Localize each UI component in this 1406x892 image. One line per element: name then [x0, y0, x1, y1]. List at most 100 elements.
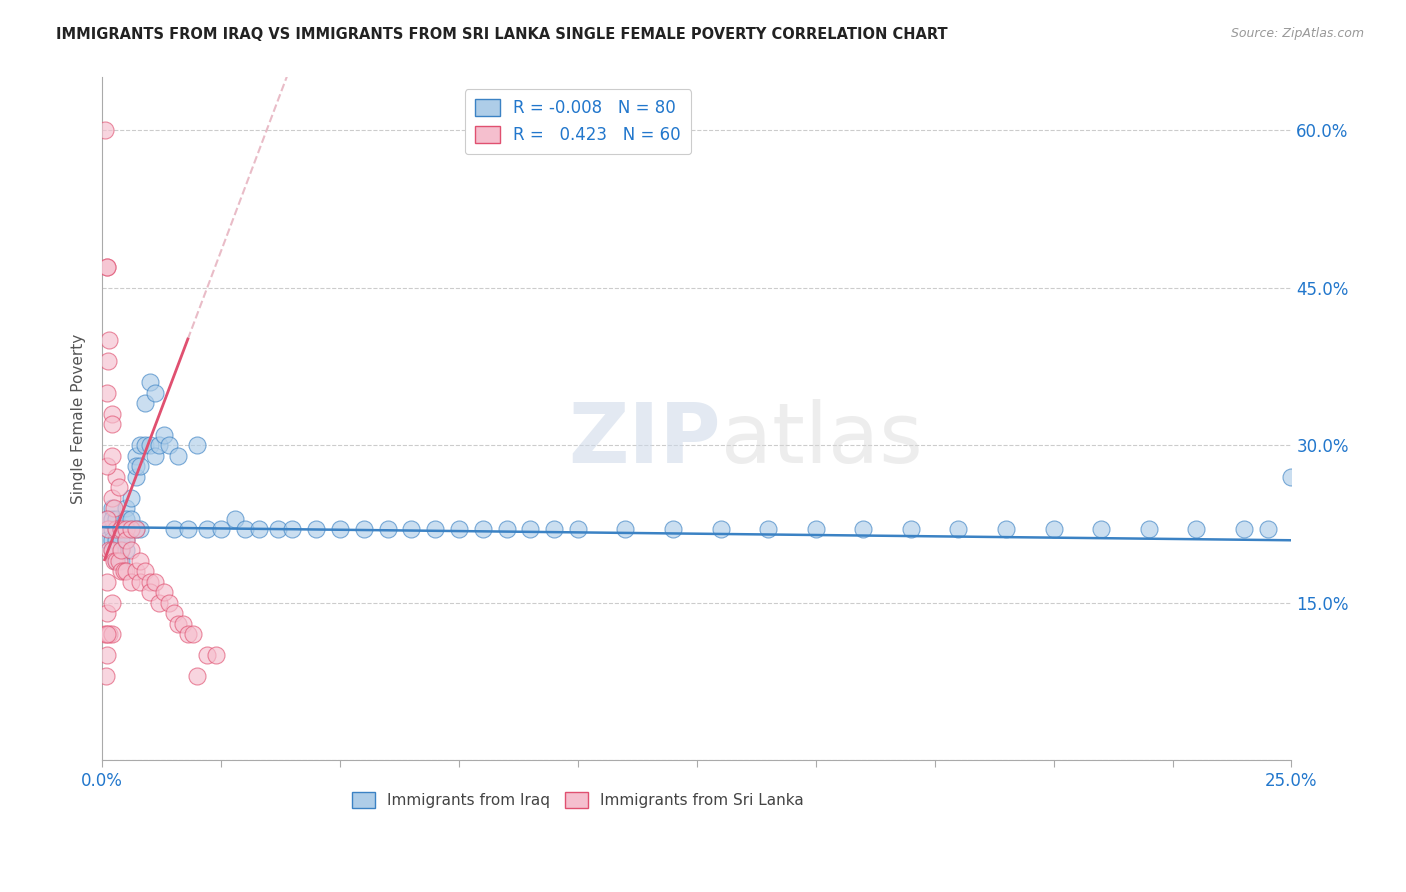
Point [110, 543, 132, 558]
Point [186, 669, 208, 683]
Point [401, 522, 423, 536]
Point [115, 533, 138, 547]
Point [94, 669, 117, 683]
Point [139, 574, 162, 589]
Point [543, 522, 565, 536]
Point [471, 522, 494, 536]
Point [181, 627, 204, 641]
Point [177, 627, 200, 641]
Point [97, 522, 120, 536]
Point [120, 491, 142, 505]
Point [1042, 522, 1064, 536]
Point [100, 501, 122, 516]
Text: atlas: atlas [721, 399, 922, 480]
Point [1281, 469, 1303, 483]
Point [115, 543, 138, 558]
Point [110, 564, 132, 578]
Point [710, 522, 733, 536]
Point [110, 543, 132, 558]
Point [96, 512, 118, 526]
Point [96, 385, 118, 400]
Point [97, 354, 120, 368]
Point [124, 522, 146, 536]
Point [96, 512, 118, 526]
Point [153, 427, 176, 442]
Point [120, 522, 142, 536]
Point [224, 512, 246, 526]
Point [519, 522, 541, 536]
Point [143, 385, 166, 400]
Point [96, 648, 118, 663]
Point [96, 533, 118, 547]
Point [267, 522, 290, 536]
Point [103, 554, 125, 568]
Point [567, 522, 589, 536]
Point [900, 522, 922, 536]
Text: Source: ZipAtlas.com: Source: ZipAtlas.com [1230, 27, 1364, 40]
Point [1137, 522, 1160, 536]
Point [115, 522, 138, 536]
Point [115, 564, 138, 578]
Point [100, 596, 122, 610]
Point [186, 438, 208, 452]
Point [100, 522, 122, 536]
Point [1090, 522, 1112, 536]
Point [110, 554, 132, 568]
Point [100, 407, 122, 421]
Point [115, 533, 138, 547]
Point [105, 469, 128, 483]
Point [233, 522, 256, 536]
Point [110, 522, 132, 536]
Point [110, 533, 132, 547]
Point [157, 596, 180, 610]
Point [100, 627, 122, 641]
Point [115, 501, 138, 516]
Point [157, 438, 180, 452]
Point [153, 585, 176, 599]
Point [96, 627, 118, 641]
Point [105, 554, 128, 568]
Point [162, 522, 184, 536]
Point [662, 522, 685, 536]
Point [98, 333, 121, 347]
Point [134, 396, 156, 410]
Point [162, 607, 184, 621]
Point [195, 522, 218, 536]
Point [103, 501, 125, 516]
Point [96, 607, 118, 621]
Point [172, 616, 194, 631]
Point [804, 522, 827, 536]
Point [96, 459, 118, 474]
Point [98, 543, 121, 558]
Point [120, 574, 142, 589]
Point [98, 627, 121, 641]
Point [195, 648, 218, 663]
Point [100, 417, 122, 432]
Point [96, 574, 118, 589]
Point [124, 459, 146, 474]
Point [247, 522, 270, 536]
Point [124, 449, 146, 463]
Point [143, 574, 166, 589]
Point [96, 522, 118, 536]
Point [143, 449, 166, 463]
Text: ZIP: ZIP [568, 399, 721, 480]
Point [129, 574, 152, 589]
Point [100, 543, 122, 558]
Point [124, 564, 146, 578]
Point [177, 522, 200, 536]
Point [329, 522, 352, 536]
Legend: Immigrants from Iraq, Immigrants from Sri Lanka: Immigrants from Iraq, Immigrants from Sr… [346, 786, 810, 814]
Point [96, 260, 118, 274]
Point [1233, 522, 1256, 536]
Point [100, 491, 122, 505]
Point [167, 616, 190, 631]
Point [105, 522, 128, 536]
Point [134, 438, 156, 452]
Point [105, 533, 128, 547]
Point [100, 533, 122, 547]
Point [129, 554, 152, 568]
Point [120, 543, 142, 558]
Point [948, 522, 970, 536]
Point [205, 648, 228, 663]
